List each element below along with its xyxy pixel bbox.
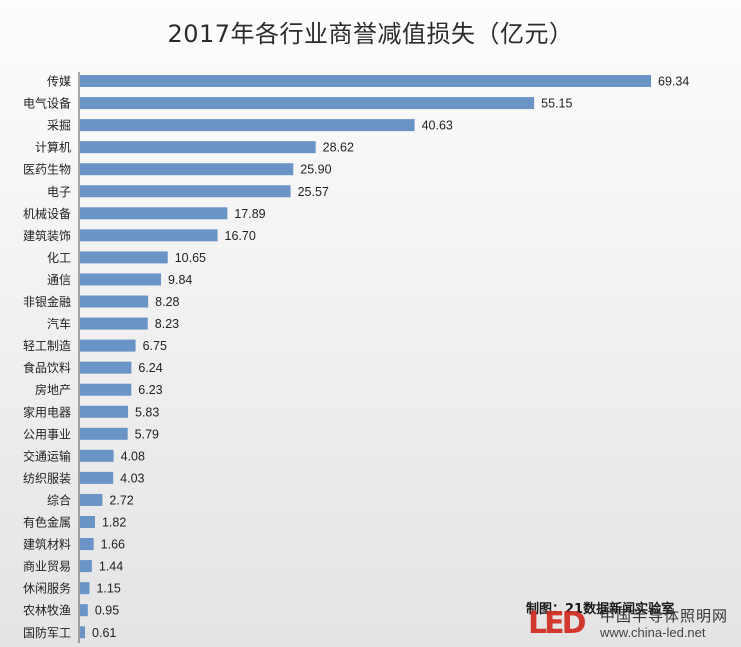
value-label: 6.23 <box>138 383 162 397</box>
value-label: 1.15 <box>96 582 120 596</box>
bar <box>80 582 90 595</box>
chart-title: 2017年各行业商誉减值损失（亿元） <box>167 20 574 48</box>
value-label: 1.66 <box>101 538 125 552</box>
bar <box>80 383 132 396</box>
bar <box>80 207 228 220</box>
category-label: 采掘 <box>47 118 71 133</box>
bar <box>80 163 294 176</box>
bar <box>80 361 132 374</box>
bar <box>80 538 94 551</box>
value-label: 1.44 <box>99 560 123 574</box>
category-label: 有色金属 <box>23 515 71 530</box>
watermark-site-name: 中国半导体照明网 <box>600 607 729 625</box>
category-label: 电气设备 <box>23 96 71 111</box>
bar <box>80 449 114 462</box>
bar <box>80 295 149 308</box>
category-label: 国防军工 <box>23 625 71 640</box>
value-label: 25.57 <box>298 185 329 199</box>
value-label: 69.34 <box>658 75 689 89</box>
bar <box>80 229 218 242</box>
bar <box>80 427 128 440</box>
bar <box>80 471 114 484</box>
category-label: 非银金融 <box>23 294 71 309</box>
category-label: 食品饮料 <box>23 360 71 375</box>
category-label: 通信 <box>47 273 71 287</box>
category-label: 商业贸易 <box>23 559 71 574</box>
category-label: 交通运输 <box>23 448 71 463</box>
bar <box>80 97 535 110</box>
value-label: 6.75 <box>143 339 167 353</box>
value-label: 4.03 <box>120 471 144 485</box>
category-label: 机械设备 <box>23 206 71 221</box>
category-label: 轻工制造 <box>23 339 71 353</box>
bar <box>80 75 651 87</box>
category-label: 休闲服务 <box>23 581 71 596</box>
bar <box>80 405 129 418</box>
category-label: 建筑材料 <box>23 537 71 552</box>
category-label: 汽车 <box>47 316 71 331</box>
category-label: 计算机 <box>35 140 71 155</box>
value-label: 17.89 <box>234 207 265 221</box>
bar <box>80 626 86 639</box>
value-label: 40.63 <box>422 119 453 133</box>
site-watermark: LED 中国半导体照明网 www.china-led.net <box>528 604 738 644</box>
value-label: 4.08 <box>121 449 145 463</box>
value-label: 6.24 <box>138 361 162 375</box>
value-label: 0.95 <box>95 604 119 618</box>
bar <box>80 185 291 198</box>
bar <box>80 141 316 154</box>
value-label: 5.79 <box>135 427 159 441</box>
value-label: 2.72 <box>109 493 133 507</box>
value-label: 8.28 <box>155 295 179 309</box>
value-label: 9.84 <box>168 273 192 287</box>
value-label: 1.82 <box>102 516 126 530</box>
watermark-site-url: www.china-led.net <box>600 625 706 640</box>
bar <box>80 493 103 506</box>
category-label: 医药生物 <box>23 163 71 177</box>
bar <box>80 119 415 132</box>
chart-credit: 制图：21数据新闻实验室 <box>526 602 675 617</box>
category-label: 传媒 <box>47 74 71 89</box>
category-label: 化工 <box>47 251 71 265</box>
bar <box>80 560 92 573</box>
category-label: 建筑装饰 <box>23 228 71 243</box>
category-label: 家用电器 <box>23 404 71 419</box>
bar <box>80 273 162 286</box>
value-label: 16.70 <box>225 229 256 243</box>
category-label: 电子 <box>47 185 71 199</box>
bar <box>80 339 136 352</box>
value-label: 0.61 <box>92 626 116 640</box>
category-label: 农林牧渔 <box>23 604 71 618</box>
category-label: 房地产 <box>35 382 71 397</box>
value-label: 5.83 <box>135 405 159 419</box>
value-label: 8.23 <box>155 317 179 331</box>
bar <box>80 317 148 330</box>
value-label: 55.15 <box>541 97 572 111</box>
watermark-logo: LED <box>528 606 586 641</box>
value-label: 25.90 <box>300 163 331 177</box>
value-label: 28.62 <box>323 141 354 155</box>
bar <box>80 251 168 264</box>
bars-group: 传媒 69.34 电气设备 55.15 采掘 40.63 计算机 28.62 医药生物 25.90… <box>23 74 689 640</box>
bar <box>80 516 95 528</box>
category-label: 纺织服装 <box>23 471 71 485</box>
value-label: 10.65 <box>175 251 206 265</box>
bar <box>80 604 88 617</box>
category-label: 公用事业 <box>23 427 71 441</box>
category-label: 综合 <box>47 492 71 507</box>
